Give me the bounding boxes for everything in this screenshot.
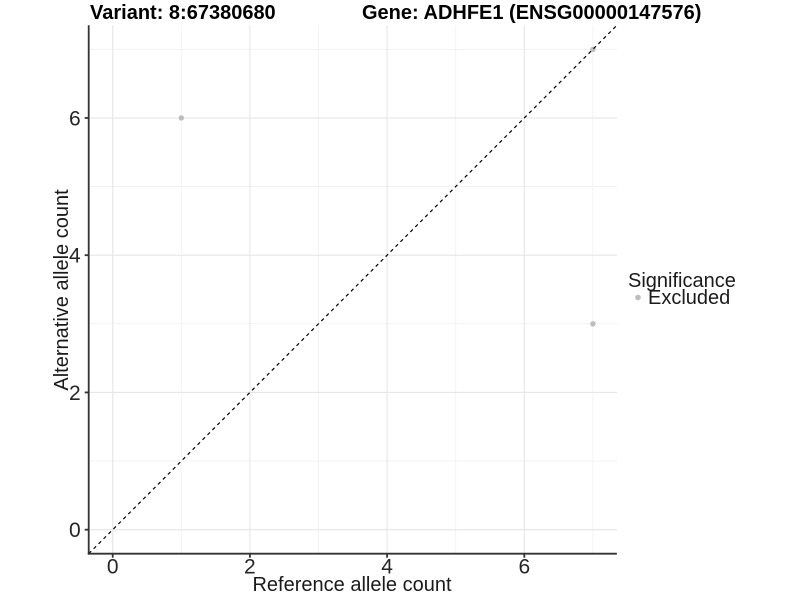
data-point — [178, 115, 185, 121]
x-tick-label: 4 — [381, 556, 393, 579]
y-tick-label: 0 — [69, 519, 81, 542]
y-tick-label: 4 — [69, 245, 81, 268]
plot-title-variant: Variant: 8:67380680 — [90, 2, 276, 24]
data-point — [590, 321, 596, 327]
y-tick-label: 2 — [69, 382, 81, 405]
y-tick-label: 6 — [69, 107, 81, 130]
legend: Significance Excluded — [628, 270, 736, 309]
x-tick-label: 0 — [107, 556, 119, 579]
y-axis-title: Alternative allele count — [51, 189, 73, 391]
legend-item-label: Excluded — [648, 287, 730, 309]
legend-title: Significance — [628, 270, 736, 292]
x-tick-label: 6 — [518, 556, 530, 579]
plot-title-gene: Gene: ADHFE1 (ENSG00000147576) — [362, 2, 701, 24]
legend-item-excluded: Excluded — [635, 287, 730, 309]
plot-panel: 0 2 4 6 0 2 4 6 — [69, 24, 618, 579]
legend-point-icon — [635, 294, 641, 301]
x-tick-label: 2 — [244, 556, 256, 579]
x-axis-title: Reference allele count — [252, 574, 451, 596]
identity-dashed-line — [88, 24, 618, 555]
